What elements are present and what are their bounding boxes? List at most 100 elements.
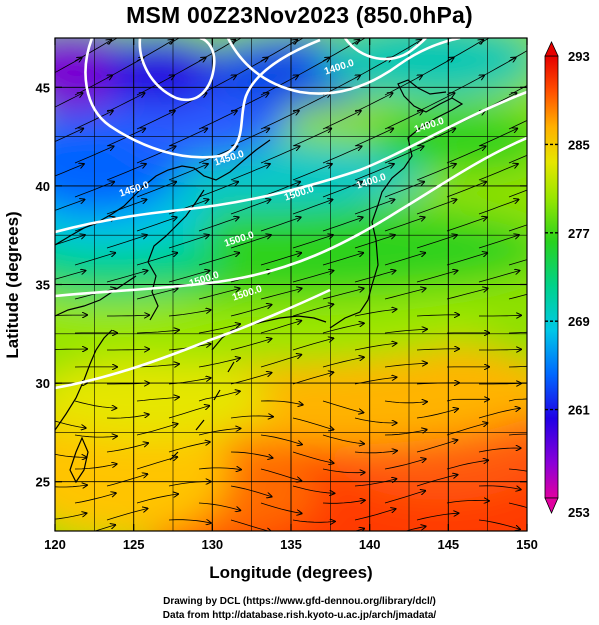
- streamline: [136, 397, 179, 402]
- streamline: [106, 93, 145, 113]
- streamline: [354, 271, 395, 283]
- streamline: [292, 164, 332, 181]
- streamline: [508, 468, 527, 472]
- streamline: [478, 200, 518, 215]
- streamline: [198, 391, 240, 402]
- streamline: [136, 494, 178, 504]
- credit-drawing: Drawing by DCL (https://www.gfd-dennou.o…: [163, 596, 436, 607]
- streamline: [260, 217, 301, 232]
- y-tick-label: 40: [36, 179, 50, 194]
- axis-ticks: 120 125 130 135 140 145 150 25 30 35 40 45: [36, 38, 538, 552]
- streamline: [416, 235, 457, 249]
- streamline: [55, 58, 82, 74]
- coastline-japan: [329, 79, 464, 329]
- streamline: [230, 93, 269, 113]
- streamline: [260, 468, 301, 481]
- streamline: [168, 520, 211, 523]
- streamline: [479, 315, 521, 316]
- streamline: [55, 129, 83, 142]
- streamline: [446, 288, 488, 300]
- streamline: [479, 383, 521, 384]
- streamline: [404, 526, 426, 531]
- streamline: [384, 459, 426, 470]
- streamline: [292, 338, 333, 351]
- streamline: [508, 224, 527, 232]
- streamline: [478, 164, 518, 181]
- y-tick-label: 25: [36, 475, 50, 490]
- contour-line: [138, 38, 216, 101]
- streamline: [416, 440, 457, 453]
- streamline: [74, 146, 114, 164]
- streamline: [478, 485, 521, 490]
- x-axis-title: Longitude (degrees): [209, 563, 372, 582]
- streamline: [230, 416, 273, 418]
- streamline: [168, 406, 209, 419]
- y-tick-label: 45: [36, 80, 50, 95]
- streamline: [292, 271, 333, 283]
- x-tick-label: 125: [123, 537, 145, 552]
- streamline: [260, 111, 299, 130]
- streamline: [55, 453, 87, 457]
- colorbar-label: 285: [568, 137, 590, 152]
- streamline: [446, 500, 489, 503]
- streamline: [106, 271, 147, 283]
- page-title: MSM 00Z23Nov2023 (850.0hPa): [126, 2, 473, 28]
- contour-line: [343, 38, 427, 61]
- wind-streamlines: [55, 38, 527, 531]
- streamline: [55, 200, 84, 211]
- streamline: [55, 485, 87, 487]
- x-tick-label: 150: [516, 537, 538, 552]
- streamline: [354, 451, 397, 453]
- streamline: [322, 357, 364, 368]
- streamline: [292, 200, 332, 215]
- streamline: [508, 331, 527, 334]
- streamline: [136, 364, 179, 367]
- streamline: [260, 502, 302, 513]
- x-tick-label: 135: [280, 537, 302, 552]
- streamline: [354, 377, 396, 385]
- streamline: [478, 271, 519, 283]
- streamline: [416, 93, 455, 113]
- streamline: [384, 217, 425, 232]
- streamline: [198, 324, 240, 334]
- streamline: [292, 451, 334, 463]
- streamline: [198, 468, 241, 470]
- streamline: [198, 111, 237, 130]
- streamline: [508, 502, 527, 509]
- streamline: [446, 146, 486, 164]
- streamline: [322, 288, 364, 300]
- streamline: [292, 520, 335, 522]
- streamline: [354, 343, 396, 351]
- streamline: [384, 75, 422, 96]
- streamline: [354, 417, 397, 423]
- streamline: [55, 235, 85, 246]
- streamline: [446, 217, 487, 232]
- streamline: [508, 398, 527, 402]
- streamline: [508, 259, 527, 266]
- streamline: [292, 304, 333, 317]
- streamline: [479, 349, 521, 350]
- streamline: [230, 200, 270, 215]
- streamline: [384, 146, 424, 164]
- streamline: [384, 111, 423, 130]
- streamline: [260, 146, 300, 164]
- streamline: [168, 164, 208, 181]
- streamline: [55, 271, 85, 280]
- y-tick-label: 35: [36, 278, 50, 293]
- colorbar-label: 269: [568, 314, 590, 329]
- y-tick-label: 30: [36, 376, 50, 391]
- streamline: [74, 111, 113, 130]
- streamline: [384, 430, 427, 436]
- streamline: [508, 365, 527, 368]
- streamline: [198, 182, 238, 198]
- colorbar-label: 277: [568, 226, 590, 241]
- streamline: [446, 423, 487, 436]
- streamline: [136, 75, 174, 96]
- streamline: [106, 164, 146, 181]
- streamline: [384, 253, 425, 266]
- streamline: [168, 310, 211, 317]
- streamline: [230, 519, 271, 531]
- streamline: [106, 414, 149, 419]
- streamline: [416, 349, 459, 350]
- streamline: [55, 513, 86, 520]
